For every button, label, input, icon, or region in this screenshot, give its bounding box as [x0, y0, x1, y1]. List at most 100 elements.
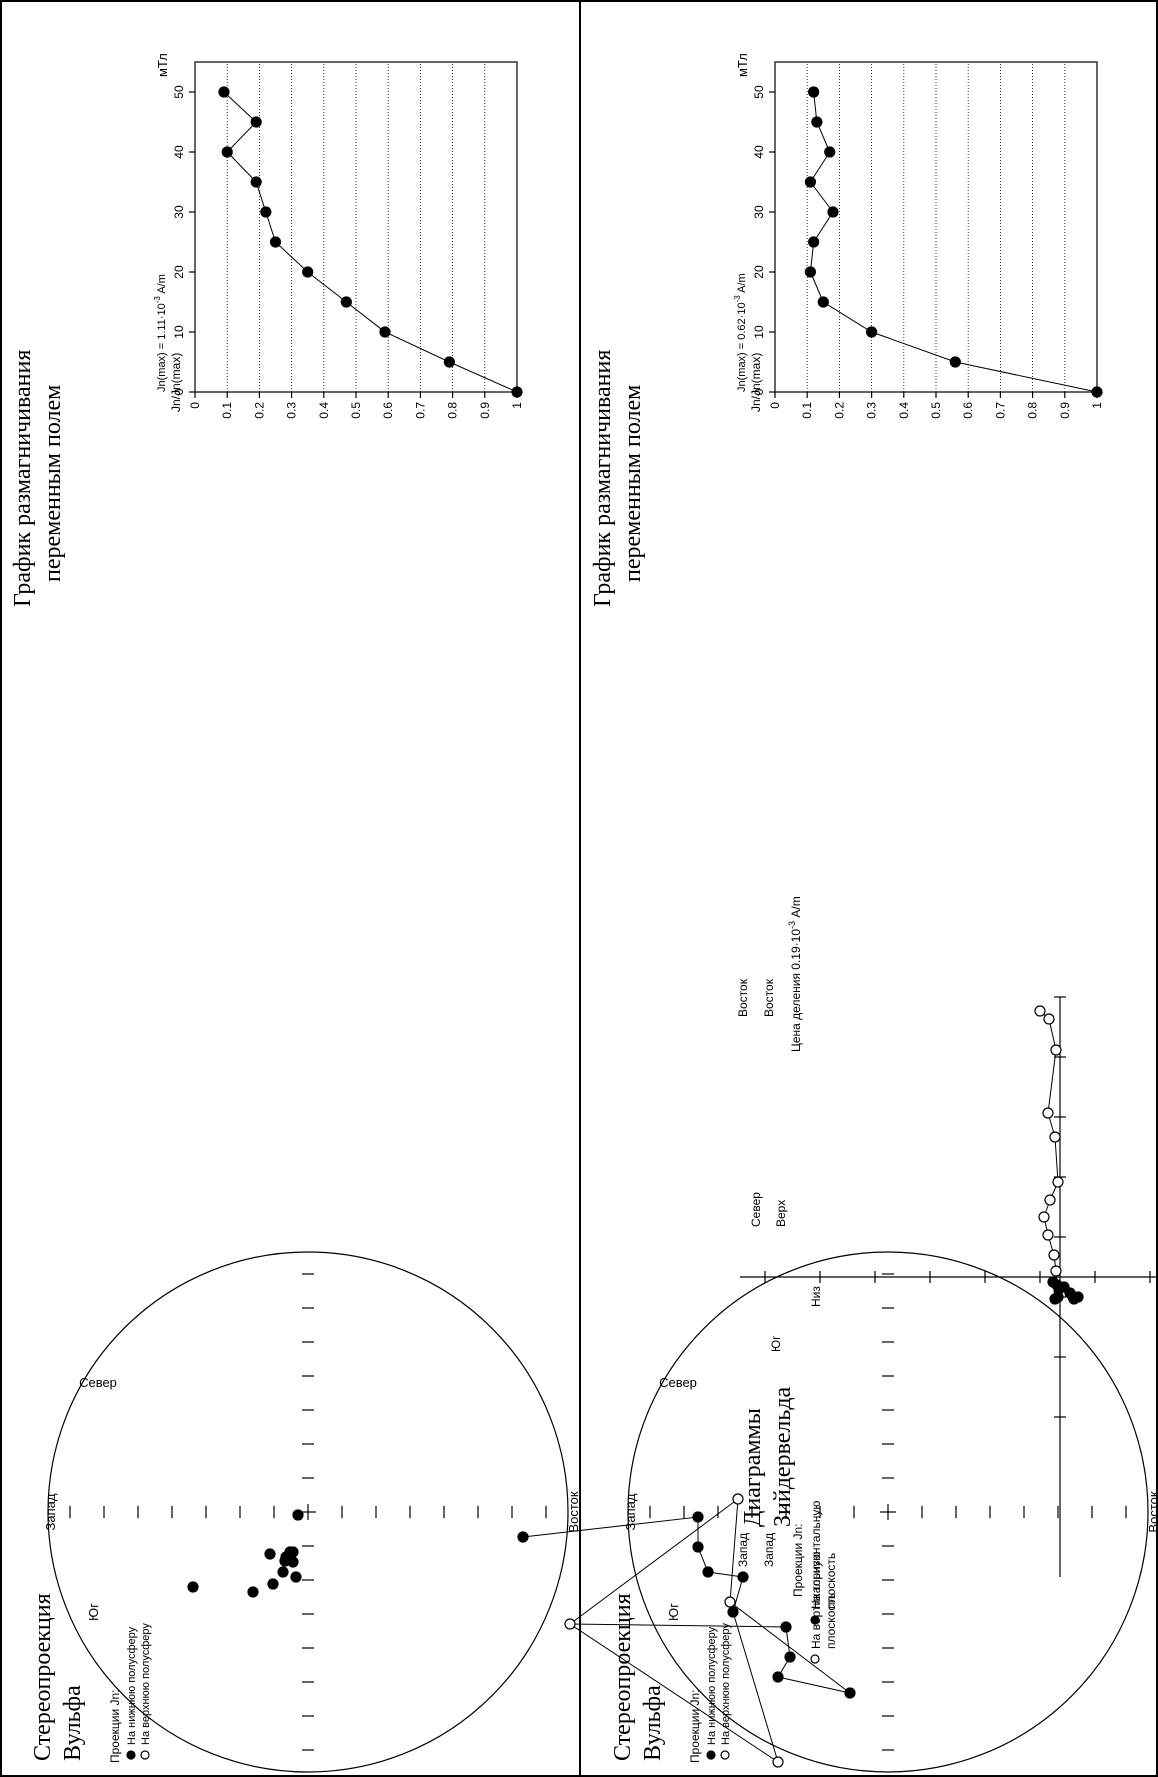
- demag-line: [809, 91, 1098, 393]
- stereo-point-upper: [732, 1493, 744, 1505]
- demag-chart: 0 0.1 0.2 0.3 0.4 0.5 0.6 0.7 0.8 0.9 101020304050…: [10, 53, 524, 607]
- demag-xtick-label: 30: [172, 205, 186, 219]
- label-east: Восток: [566, 1491, 581, 1532]
- demag-xtick-label: 20: [172, 265, 186, 279]
- stereo-point-lower: [780, 1621, 792, 1633]
- stereo-point-lower: [247, 1586, 259, 1598]
- demag-title: График размагничивания: [590, 350, 616, 607]
- demag-xtick-label: 10: [172, 325, 186, 339]
- stereo-point-lower: [784, 1651, 796, 1663]
- stereo-legend-lower: На нижнюю полусферу: [126, 1626, 138, 1745]
- stereo-title: Вульфа: [640, 1685, 666, 1761]
- demag-ytick-label: 0: [768, 402, 782, 409]
- zijd-legend-h-marker: [810, 1615, 820, 1625]
- stereo-title: Стереопроекция: [30, 1593, 56, 1761]
- label-north: Север: [79, 1375, 117, 1390]
- demag-ytick-label: 0.2: [832, 402, 846, 419]
- zijd-legend-v2: плоскость: [824, 1593, 838, 1649]
- stereo-point-lower: [279, 1555, 291, 1567]
- stereo-point-upper: [772, 1756, 784, 1768]
- demag-point: [302, 266, 314, 278]
- demag-point: [808, 86, 820, 98]
- demag-point: [824, 146, 836, 158]
- panel-sample-19: Стереопроекция Вульфа Запад Восток Север Юг Пр…: [517, 53, 1158, 1773]
- stereo-legend-upper: На верхнюю полусферу: [720, 1623, 732, 1745]
- demag-ytick-label: 1: [1090, 402, 1104, 409]
- stereo-point-lower: [844, 1687, 856, 1699]
- zijd-point-v: [1042, 1107, 1054, 1119]
- zijd-label-north: Север: [749, 1192, 763, 1227]
- demag-xtick-label: 30: [752, 205, 766, 219]
- zijd-title: Зийдервельда: [770, 1386, 796, 1527]
- stereo-net: Стереопроекция Вульфа Запад Восток Север Юг Пр…: [30, 1251, 581, 1773]
- demag-xtick-label: 40: [172, 145, 186, 159]
- demag-ylabel: Jn/Jn(max): [749, 353, 763, 412]
- demag-point: [811, 116, 823, 128]
- zijd-legend-h2: плоскость: [824, 1553, 838, 1609]
- stereo-net: Стереопроекция Вульфа Запад Восток Север Юг Пр…: [517, 1251, 1158, 1773]
- demag-xtick-label: 50: [752, 85, 766, 99]
- zijd-scale-label: Цена деления 0.19·10-3 A/m: [787, 896, 803, 1052]
- stereo-point-lower: [702, 1566, 714, 1578]
- stereo-title: Стереопроекция: [610, 1593, 636, 1761]
- demag-point: [804, 176, 817, 188]
- demag-xtick-label: 10: [752, 325, 766, 339]
- stereo-point-lower: [277, 1566, 289, 1578]
- zijd-point-v: [1049, 1131, 1061, 1143]
- stereo-legend-title: Проекции Jn:: [688, 1689, 702, 1763]
- label-west: Запад: [43, 1493, 58, 1530]
- label-south: Юг: [86, 1603, 101, 1621]
- stereo-point-lower: [517, 1531, 529, 1543]
- demag-ytick-label: 0.3: [865, 402, 879, 419]
- zijd-point-v: [1044, 1194, 1056, 1206]
- stereo-point-lower: [772, 1671, 784, 1683]
- zijd-point-v: [1042, 1229, 1054, 1241]
- demag-ytick-label: 0.7: [413, 402, 427, 419]
- zijd-point-v: [1048, 1249, 1060, 1261]
- demag-point: [808, 236, 820, 248]
- demag-xtick-label: 0: [752, 388, 766, 395]
- stereo-point-upper: [564, 1618, 576, 1630]
- zijd-label-west: Запад: [762, 1533, 776, 1567]
- demag-ytick-label: 0.7: [993, 402, 1007, 419]
- demag-xlabel: мТл: [735, 53, 750, 77]
- demag-ylabel: Jn/Jn(max): [169, 353, 183, 412]
- zijd-legend-v1: На вертикальную: [809, 1552, 823, 1649]
- legend-lower-marker: [706, 1750, 716, 1760]
- stereo-legend-lower: На нижнюю полусферу: [706, 1626, 718, 1745]
- demag-point: [379, 326, 391, 338]
- stereo-point-lower: [692, 1511, 704, 1523]
- zijd-label-east: Восток: [736, 978, 750, 1017]
- demag-xtick-label: 40: [752, 145, 766, 159]
- label-east: Восток: [1146, 1491, 1158, 1532]
- demag-point: [250, 176, 262, 188]
- demag-title: переменным полем: [40, 385, 66, 582]
- stereo-point-lower: [290, 1571, 302, 1583]
- zijd-point-h: [1047, 1276, 1059, 1288]
- zijd-point-v: [1050, 1044, 1062, 1056]
- stereo-point-lower: [727, 1606, 739, 1618]
- legend-upper-marker: [140, 1750, 150, 1760]
- label-north: Север: [659, 1375, 697, 1390]
- demag-ytick-label: 0.9: [478, 402, 492, 419]
- demag-ytick-label: 0.5: [349, 402, 363, 419]
- zijd-point-v: [1038, 1211, 1050, 1223]
- zijd-point-h: [1053, 1283, 1065, 1295]
- demag-point: [260, 206, 272, 218]
- stereo-point-upper: [724, 1596, 736, 1608]
- demag-ytick-label: 0.6: [961, 402, 975, 419]
- stereo-legend-title: Проекции Jn:: [108, 1689, 122, 1763]
- zijd-legend-title: Проекции Jn:: [791, 1523, 805, 1597]
- zijd-point-h: [1067, 1291, 1079, 1303]
- stereo-point-lower: [737, 1571, 749, 1583]
- demag-ytick-label: 0.1: [800, 402, 814, 419]
- demag-ytick-label: 1: [510, 402, 524, 409]
- demag-line: [223, 91, 518, 393]
- demag-point: [804, 266, 817, 278]
- legend-lower-marker: [126, 1750, 136, 1760]
- zijd-legend-v-marker: [810, 1654, 820, 1664]
- demag-ytick-label: 0.5: [929, 402, 943, 419]
- stereo-point-lower: [187, 1581, 199, 1593]
